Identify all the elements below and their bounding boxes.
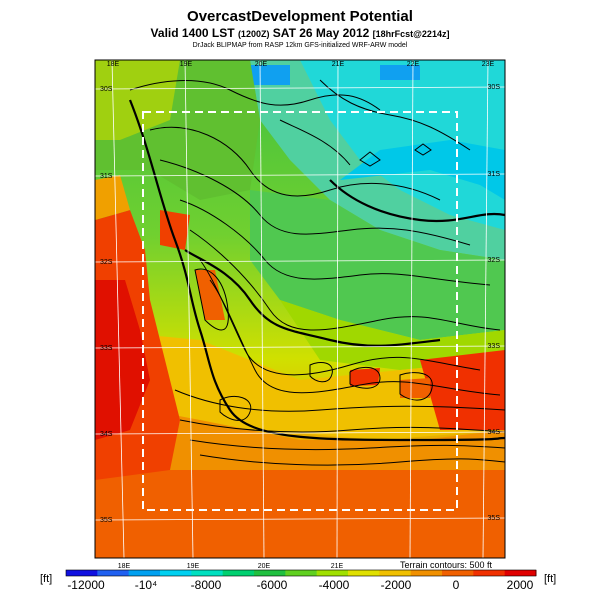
lat-label-right: 33S bbox=[488, 343, 501, 350]
lat-label-left: 31S bbox=[100, 173, 113, 180]
colorbar-border bbox=[65, 569, 537, 577]
lon-label-top: 23E bbox=[482, 61, 495, 68]
colorbar-swatch bbox=[348, 570, 380, 576]
colorbar-tick-label: -6000 bbox=[256, 578, 288, 592]
valid-prefix: Valid 1400 LST bbox=[150, 26, 235, 40]
valid-time-line: Valid 1400 LST (1200Z) SAT 26 May 2012 [… bbox=[0, 26, 600, 40]
colorbar-swatch bbox=[160, 570, 192, 576]
lat-label-right: 32S bbox=[488, 257, 501, 264]
lon-label-bottom: 21E bbox=[331, 563, 344, 570]
colorbar-tick-label: -8000 bbox=[190, 578, 222, 592]
colorbar-tick-label: 2000 bbox=[506, 578, 534, 592]
lon-label-bottom: 20E bbox=[258, 563, 271, 570]
lat-label-right: 35S bbox=[488, 515, 501, 522]
colorbar-swatch bbox=[316, 570, 349, 576]
colorbar-swatch bbox=[410, 570, 443, 576]
colorbar-tick-label: -10⁴ bbox=[134, 578, 158, 592]
lat-label-left: 33S bbox=[100, 345, 113, 352]
lat-label-left: 34S bbox=[100, 431, 113, 438]
colorbar-swatch bbox=[66, 570, 98, 576]
lat-label-right: 34S bbox=[488, 429, 501, 436]
lat-label-right: 30S bbox=[488, 84, 501, 91]
colorbar-swatch bbox=[285, 570, 318, 576]
lon-label-bottom: 19E bbox=[187, 563, 200, 570]
inner-domain-box bbox=[142, 111, 458, 511]
terrain-contour-note: Terrain contours: 500 ft bbox=[400, 560, 493, 570]
colorbar-tick-label: -4000 bbox=[318, 578, 350, 592]
colorbar-swatch bbox=[473, 570, 506, 576]
colorbar-tick-label: -12000 bbox=[67, 578, 105, 592]
lon-label-top: 21E bbox=[332, 61, 345, 68]
lon-label-top: 20E bbox=[255, 61, 268, 68]
coastline bbox=[128, 99, 505, 442]
colorbar-swatch bbox=[442, 570, 474, 576]
lat-lon-grid bbox=[95, 60, 505, 558]
terrain-contours bbox=[129, 79, 505, 466]
model-credit: DrJack BLIPMAP from RASP 12km GFS-initia… bbox=[192, 42, 408, 49]
grid-labels: 18E 19E 20E 21E 22E 23E 18E 19E 20E 21E … bbox=[100, 61, 500, 570]
valid-date: SAT 26 May 2012 bbox=[272, 26, 370, 40]
colorbar-swatch bbox=[97, 570, 130, 576]
colorbar-unit-right: [ft] bbox=[544, 573, 557, 585]
chart-title: OvercastDevelopment Potential bbox=[187, 8, 413, 25]
colorbar-swatch bbox=[504, 570, 537, 576]
valid-zulu: (1200Z) bbox=[237, 29, 270, 39]
colorbar bbox=[65, 569, 537, 577]
map-field bbox=[95, 60, 505, 558]
colorbar-swatch bbox=[128, 570, 161, 576]
lat-label-left: 30S bbox=[100, 86, 113, 93]
lon-label-top: 19E bbox=[180, 61, 193, 68]
colorbar-tick-label: 0 bbox=[452, 578, 460, 592]
lat-label-right: 31S bbox=[488, 171, 501, 178]
colorbar-swatch bbox=[254, 570, 286, 576]
colorbar-swatch bbox=[222, 570, 255, 576]
lon-label-bottom: 18E bbox=[118, 563, 131, 570]
colorbar-tick-label: -2000 bbox=[380, 578, 412, 592]
lat-label-left: 35S bbox=[100, 517, 113, 524]
colorbar-unit-left: [ft] bbox=[40, 573, 53, 585]
lon-label-top: 22E bbox=[407, 61, 420, 68]
lat-label-left: 32S bbox=[100, 259, 113, 266]
colorbar-swatch bbox=[379, 570, 412, 576]
valid-fcst: [18hrFcst@2214z] bbox=[372, 29, 450, 39]
colorbar-swatch bbox=[191, 570, 224, 576]
lon-label-top: 18E bbox=[107, 61, 120, 68]
map-frame bbox=[94, 59, 506, 559]
